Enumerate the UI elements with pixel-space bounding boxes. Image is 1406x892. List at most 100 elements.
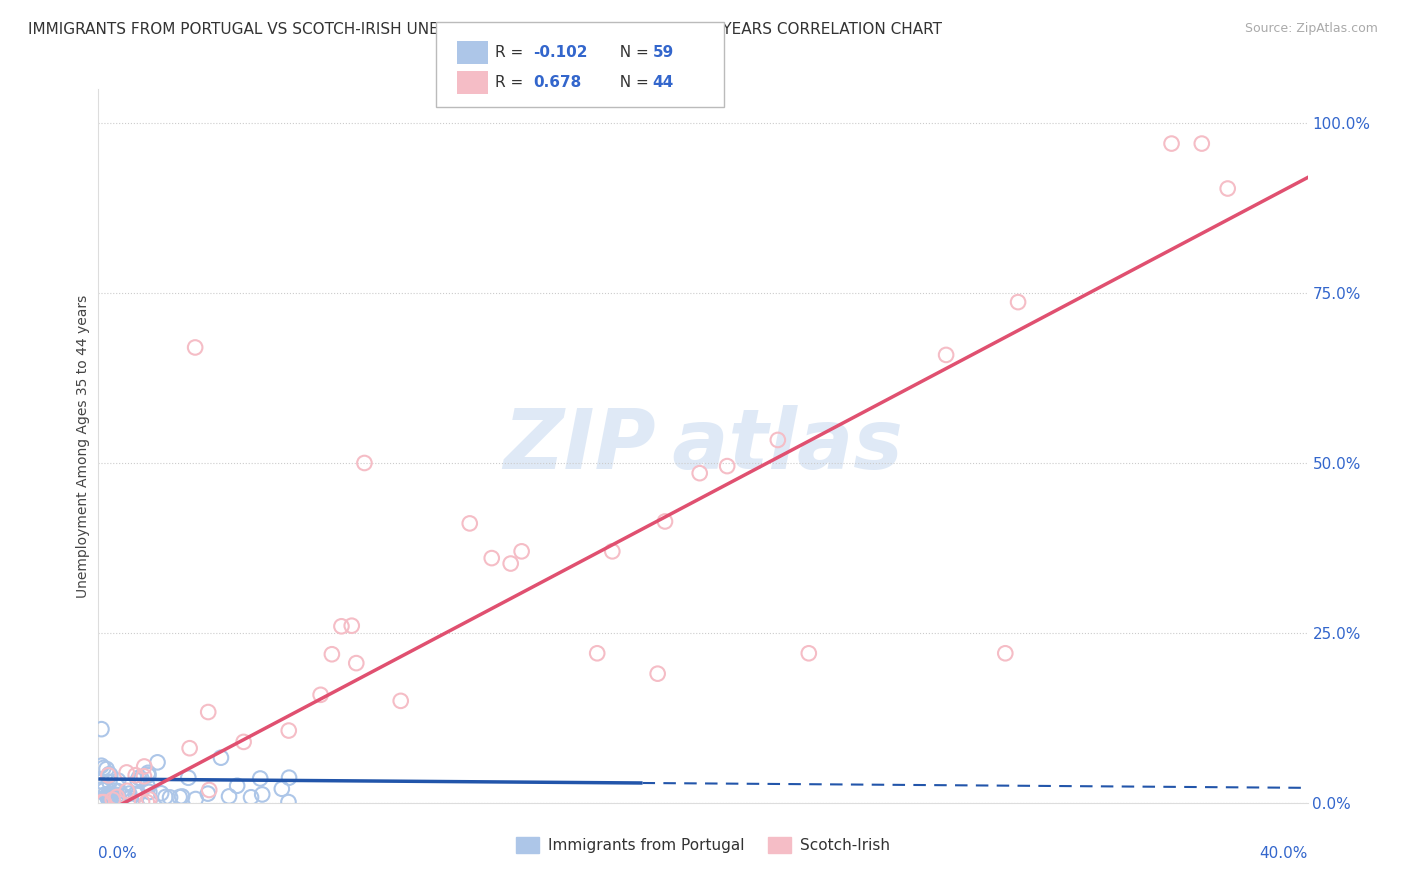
Point [1216, 181, 1239, 195]
Point [138, 768, 160, 782]
Point [935, 348, 957, 362]
Point [250, 788, 273, 802]
Point [1191, 136, 1213, 151]
Point [107, 791, 129, 805]
Point [127, 773, 149, 788]
Point [93, 761, 115, 775]
Point [1007, 295, 1029, 310]
Point [797, 646, 820, 660]
Point [150, 786, 173, 800]
Point [654, 515, 676, 529]
Text: R =: R = [495, 75, 529, 90]
Point [94, 788, 117, 802]
Point [115, 765, 138, 780]
Point [136, 779, 159, 793]
Point [107, 784, 129, 798]
Text: R =: R = [495, 45, 529, 60]
Point [340, 618, 363, 632]
Point [98, 768, 121, 782]
Point [98, 767, 121, 781]
Point [249, 772, 271, 786]
Text: N =: N = [610, 45, 654, 60]
Y-axis label: Unemployment Among Ages 35 to 44 years: Unemployment Among Ages 35 to 44 years [76, 294, 90, 598]
Point [330, 619, 353, 633]
Point [97, 793, 120, 807]
Text: ZIP atlas: ZIP atlas [503, 406, 903, 486]
Point [91, 774, 114, 789]
Point [139, 792, 162, 806]
Point [125, 768, 148, 782]
Point [97, 768, 120, 782]
Point [689, 466, 711, 480]
Point [90, 758, 112, 772]
Point [197, 705, 219, 719]
Point [586, 646, 609, 660]
Text: 59: 59 [652, 45, 673, 60]
Point [277, 795, 299, 809]
Point [278, 771, 301, 785]
Point [159, 790, 181, 805]
Point [344, 656, 367, 670]
Text: IMMIGRANTS FROM PORTUGAL VS SCOTCH-IRISH UNEMPLOYMENT AMONG AGES 35 TO 44 YEARS : IMMIGRANTS FROM PORTUGAL VS SCOTCH-IRISH… [28, 22, 942, 37]
Point [115, 784, 138, 798]
Point [101, 792, 124, 806]
Point [90, 792, 112, 806]
Point [146, 756, 169, 770]
Point [90, 722, 112, 736]
Point [321, 647, 343, 661]
Point [198, 783, 221, 797]
Legend: Immigrants from Portugal, Scotch-Irish: Immigrants from Portugal, Scotch-Irish [510, 831, 896, 859]
Text: 0.678: 0.678 [533, 75, 581, 90]
Point [309, 688, 332, 702]
Point [134, 759, 156, 773]
Point [112, 789, 135, 804]
Point [98, 775, 121, 789]
Point [135, 795, 157, 809]
Point [226, 779, 249, 793]
Point [105, 789, 128, 803]
Point [481, 551, 503, 566]
Point [104, 783, 127, 797]
Point [124, 787, 146, 801]
Point [766, 433, 789, 447]
Point [197, 787, 219, 801]
Point [105, 779, 128, 793]
Point [136, 768, 159, 782]
Point [112, 789, 135, 803]
Point [121, 794, 143, 808]
Point [458, 516, 481, 531]
Point [136, 765, 159, 780]
Point [105, 789, 128, 804]
Point [184, 341, 207, 355]
Point [118, 787, 141, 801]
Text: 44: 44 [652, 75, 673, 90]
Point [131, 795, 153, 809]
Text: 40.0%: 40.0% [1260, 846, 1308, 861]
Point [994, 646, 1017, 660]
Point [209, 750, 232, 764]
Point [499, 557, 522, 571]
Text: -0.102: -0.102 [533, 45, 588, 60]
Point [100, 788, 122, 802]
Text: 0.0%: 0.0% [98, 846, 138, 861]
Point [270, 781, 292, 796]
Point [155, 789, 177, 804]
Point [647, 666, 669, 681]
Point [131, 772, 153, 786]
Point [90, 782, 112, 797]
Point [232, 735, 254, 749]
Point [179, 741, 201, 756]
Point [97, 789, 120, 803]
Point [96, 762, 118, 776]
Point [138, 785, 160, 799]
Point [184, 792, 207, 806]
Point [716, 459, 738, 474]
Point [132, 769, 155, 783]
Point [98, 791, 121, 805]
Text: Source: ZipAtlas.com: Source: ZipAtlas.com [1244, 22, 1378, 36]
Point [97, 790, 120, 805]
Text: N =: N = [610, 75, 654, 90]
Point [218, 789, 240, 804]
Point [107, 773, 129, 788]
Point [353, 456, 375, 470]
